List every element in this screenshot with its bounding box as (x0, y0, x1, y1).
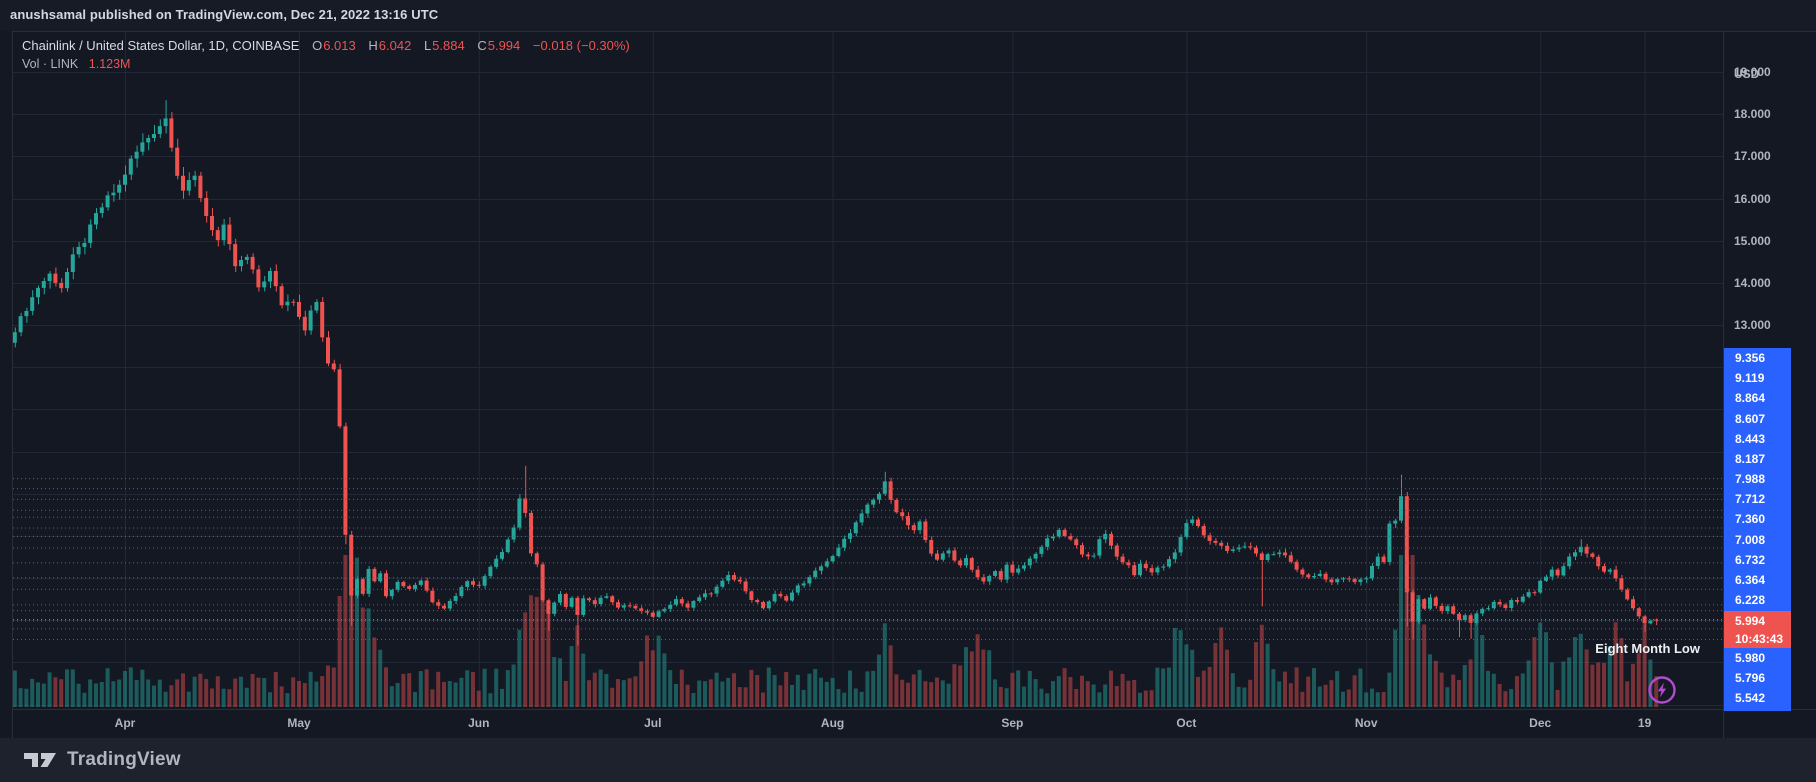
time-axis[interactable] (12, 709, 1723, 738)
low-label: L (423, 38, 432, 53)
time-tick-label: Jun (468, 716, 490, 730)
eight-month-low-annotation: Eight Month Low (1595, 641, 1700, 656)
price-tick-label: 15.000 (1734, 234, 1771, 248)
time-tick-label: May (287, 716, 311, 730)
price-tick-label: 16.000 (1734, 192, 1771, 206)
price-tick-label: 18.000 (1734, 107, 1771, 121)
alert-price-label[interactable]: 6.732 (1735, 552, 1766, 567)
open-value: 6.013 (323, 38, 356, 53)
close-value: 5.994 (487, 38, 521, 53)
alert-price-label[interactable]: 7.360 (1735, 512, 1766, 527)
open-label: O (312, 38, 323, 53)
tradingview-logo[interactable]: TradingView (22, 746, 181, 774)
price-axis-border[interactable] (1723, 31, 1724, 738)
footer-bar: TradingView (0, 738, 1816, 782)
time-tick-label: Jul (644, 716, 662, 730)
time-tick-label: Aug (820, 716, 845, 730)
high-value: 6.042 (378, 38, 412, 53)
chart-legend: Chainlink / United States Dollar, 1D, CO… (22, 37, 630, 73)
price-tick-label: 17.000 (1734, 149, 1771, 163)
high-label: H (368, 38, 378, 53)
alert-price-label[interactable]: 5.980 (1735, 651, 1766, 665)
alert-price-label[interactable]: 8.443 (1735, 431, 1766, 446)
time-tick-label: Oct (1176, 716, 1197, 730)
alert-price-label[interactable]: 7.712 (1735, 492, 1766, 507)
last-price-value: 5.994 (1735, 614, 1766, 628)
published-text: anushsamal published on TradingView.com,… (10, 7, 439, 22)
published-bar: anushsamal published on TradingView.com,… (0, 0, 1816, 31)
time-tick-label: Apr (114, 716, 136, 730)
legend-volume-row[interactable]: Vol · LINK 1.123M (22, 55, 630, 73)
tradingview-logo-text: TradingView (67, 749, 181, 770)
price-tick-label: 14.000 (1734, 276, 1771, 290)
change-value: −0.018 (−0.30%) (532, 38, 630, 53)
alert-price-label[interactable]: 7.008 (1735, 532, 1766, 547)
time-tick-label: 19 (1637, 716, 1652, 730)
time-axis-border (12, 709, 1816, 710)
low-value: 5.884 (432, 38, 465, 53)
pane-left-border (12, 31, 13, 738)
time-tick-label: Nov (1354, 716, 1378, 730)
alert-price-label[interactable]: 6.228 (1735, 593, 1766, 608)
alert-price-labels-below[interactable]: 5.980 5.796 5.542 (1724, 648, 1791, 711)
legend-symbol-row[interactable]: Chainlink / United States Dollar, 1D, CO… (22, 37, 630, 55)
price-axis-unit: USD (1734, 67, 1760, 81)
price-tick-label: 13.000 (1734, 318, 1771, 332)
alert-price-label[interactable]: 8.864 (1735, 391, 1766, 406)
alert-price-label[interactable]: 9.119 (1735, 371, 1765, 386)
time-tick-label: Dec (1529, 716, 1552, 730)
close-label: C (477, 38, 487, 53)
alert-price-label[interactable]: 6.364 (1735, 572, 1766, 587)
pane-top-border (12, 31, 1816, 32)
price-axis[interactable]: USD 19.000 18.000 17.000 16.000 15.000 14.000… (1723, 31, 1816, 709)
alert-price-label[interactable]: 8.187 (1735, 451, 1766, 466)
symbol-title[interactable]: Chainlink / United States Dollar, 1D, CO… (22, 38, 300, 53)
alert-price-labels-above[interactable]: 9.356 9.119 8.864 8.607 8.443 8.187 7.988 7.712… (1724, 348, 1791, 613)
price-tick-label: 19.000 (1734, 65, 1771, 79)
alert-price-label[interactable]: 9.356 (1735, 351, 1766, 365)
volume-value: 1.123M (88, 57, 131, 71)
time-tick-label: Sep (1001, 716, 1024, 730)
alert-price-label[interactable]: 5.542 (1735, 691, 1766, 706)
flash-icon[interactable] (1646, 674, 1678, 706)
bar-countdown: 10:43:43 (1735, 632, 1784, 646)
alert-price-label[interactable]: 7.988 (1735, 472, 1766, 487)
volume-label: Vol · LINK (22, 57, 79, 71)
last-price-label[interactable]: 5.994 10:43:43 (1724, 611, 1791, 649)
alert-price-label[interactable]: 8.607 (1735, 411, 1766, 426)
tradingview-mark-icon (24, 753, 56, 767)
alert-price-label[interactable]: 5.796 (1735, 671, 1766, 686)
